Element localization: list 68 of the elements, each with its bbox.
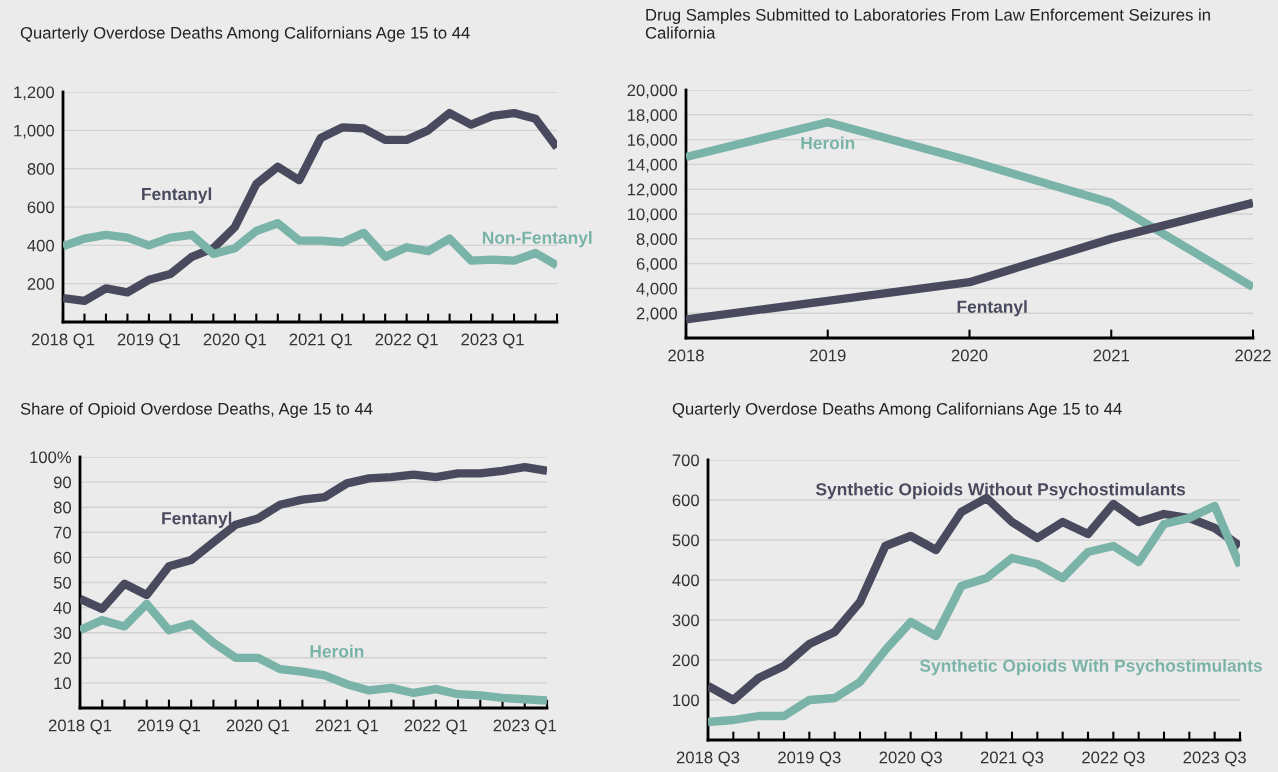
x-tick-label: 2020 Q3 <box>879 751 942 767</box>
x-tick-label: 2021 Q3 <box>980 751 1044 767</box>
x-tick-label: 2019 Q3 <box>778 751 841 767</box>
y-tick-label: 60 <box>53 551 72 564</box>
series-label: Fentanyl <box>162 511 232 528</box>
chart-title: Quarterly Overdose Deaths Among Californians Age 15 to 44 <box>20 26 470 42</box>
chart-title: Drug Samples Submitted to Laboratories From Law Enforcement Seizures in California <box>645 8 1210 39</box>
x-tick-label: 2019 <box>810 349 846 362</box>
x-tick-label: 2021 Q1 <box>315 719 379 735</box>
y-tick-label: 100 <box>673 694 700 707</box>
y-tick-label: 200 <box>672 654 700 667</box>
y-tick-label: 10,000 <box>627 208 678 223</box>
x-tick-label: 2021 Q1 <box>289 333 352 349</box>
y-tick-label: 6,000 <box>636 258 678 272</box>
y-tick-label: 300 <box>672 614 700 627</box>
y-tick-label: 18,000 <box>627 109 678 123</box>
x-tick-label: 2020 <box>951 349 988 362</box>
y-tick-label: 70 <box>53 526 72 539</box>
y-tick-label: 16,000 <box>627 134 678 148</box>
y-tick-label: 80 <box>53 501 72 514</box>
x-tick-label: 2018 <box>668 349 704 362</box>
x-tick-label: 2021 <box>1093 349 1129 362</box>
x-tick-label: 2019 Q1 <box>137 719 201 735</box>
series-label: Fentanyl <box>957 300 1027 317</box>
x-tick-label: 2020 Q1 <box>226 719 290 735</box>
y-tick-label: 500 <box>672 534 700 547</box>
y-tick-label: 20,000 <box>627 84 678 99</box>
x-tick-label: 2022 Q1 <box>375 333 438 349</box>
x-tick-label: 2018 Q1 <box>31 333 95 349</box>
y-tick-label: 40 <box>53 602 72 614</box>
y-tick-label: 100% <box>30 451 72 464</box>
y-tick-label: 600 <box>672 494 700 507</box>
y-tick-label: 90 <box>53 476 72 489</box>
y-tick-label: 400 <box>27 239 55 252</box>
series-label: Non-Fentanyl <box>482 231 592 248</box>
y-tick-label: 600 <box>27 201 55 214</box>
y-tick-label: 400 <box>672 574 700 587</box>
x-tick-label: 2023 Q3 <box>1183 751 1246 767</box>
x-tick-label: 2019 Q1 <box>117 333 181 349</box>
y-tick-label: 12,000 <box>627 183 678 198</box>
y-tick-label: 14,000 <box>627 158 678 173</box>
y-tick-label: 2,000 <box>636 307 678 322</box>
x-tick-label: 2022 Q3 <box>1082 751 1145 767</box>
y-tick-label: 200 <box>27 278 55 290</box>
x-tick-label: 2022 <box>1235 349 1271 362</box>
y-tick-label: 1,200 <box>14 86 55 101</box>
x-tick-label: 2018 Q3 <box>676 751 740 767</box>
x-tick-label: 2022 Q1 <box>404 719 467 735</box>
y-tick-label: 1,000 <box>14 124 55 139</box>
series-label: Heroin <box>310 644 364 658</box>
y-tick-label: 800 <box>27 163 55 175</box>
series-label: Synthetic Opioids With Psychostimulants <box>919 659 1262 676</box>
x-tick-label: 2023 Q1 <box>461 333 524 349</box>
y-tick-label: 10 <box>54 677 72 690</box>
chart-title: Share of Opioid Overdose Deaths, Age 15 to 44 <box>20 402 373 418</box>
x-tick-label: 2018 Q1 <box>48 719 112 735</box>
chart-title: Quarterly Overdose Deaths Among Californians Age 15 to 44 <box>672 402 1122 418</box>
y-tick-label: 30 <box>53 627 72 639</box>
series-label: Heroin <box>801 136 855 150</box>
x-tick-label: 2020 Q1 <box>203 333 266 349</box>
y-tick-label: 20 <box>53 652 72 664</box>
y-tick-label: 4,000 <box>636 282 678 297</box>
y-tick-label: 700 <box>672 454 700 467</box>
series-label: Fentanyl <box>142 187 212 204</box>
y-tick-label: 50 <box>53 576 72 589</box>
y-tick-label: 8,000 <box>636 233 678 247</box>
x-tick-label: 2023 Q1 <box>493 719 556 735</box>
series-label: Synthetic Opioids Without Psychostimulants <box>815 482 1186 499</box>
